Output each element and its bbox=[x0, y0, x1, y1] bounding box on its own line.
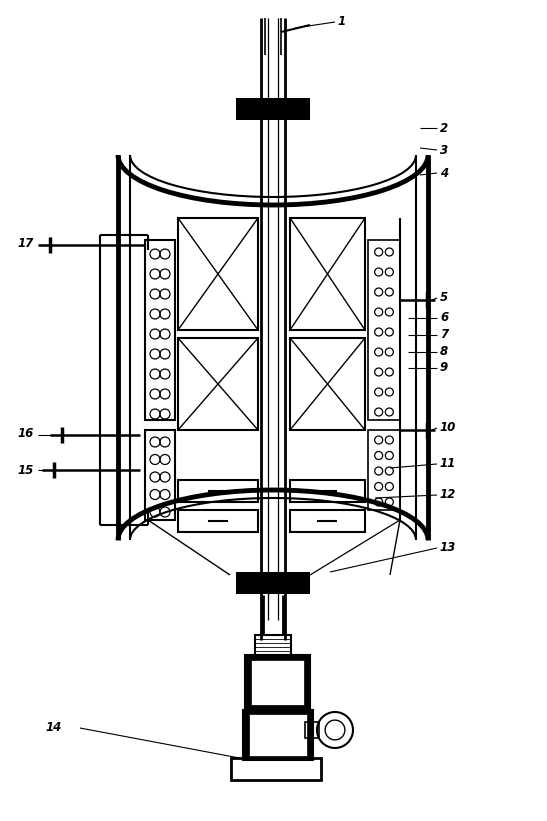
Bar bbox=[243, 710, 313, 760]
Bar bbox=[231, 758, 321, 780]
Bar bbox=[178, 338, 258, 430]
Bar bbox=[236, 98, 310, 120]
Bar bbox=[251, 660, 304, 705]
Text: 15: 15 bbox=[18, 464, 34, 476]
Bar bbox=[145, 430, 175, 520]
Bar bbox=[245, 655, 310, 710]
Text: 8: 8 bbox=[440, 345, 448, 357]
Text: 2: 2 bbox=[440, 122, 448, 135]
Bar bbox=[249, 714, 307, 756]
Bar bbox=[178, 510, 258, 532]
Bar bbox=[145, 240, 175, 420]
Bar bbox=[290, 218, 365, 330]
Bar bbox=[368, 240, 400, 420]
Text: 17: 17 bbox=[18, 236, 34, 250]
Bar bbox=[178, 480, 258, 502]
Bar bbox=[305, 722, 319, 738]
Text: 9: 9 bbox=[440, 360, 448, 374]
Text: 7: 7 bbox=[440, 328, 448, 341]
Text: 1: 1 bbox=[338, 15, 346, 27]
Text: 13: 13 bbox=[440, 540, 456, 553]
Text: 6: 6 bbox=[440, 310, 448, 323]
Text: 12: 12 bbox=[440, 488, 456, 501]
Bar bbox=[236, 572, 310, 594]
Text: 10: 10 bbox=[440, 420, 456, 433]
Bar bbox=[290, 480, 365, 502]
Text: 14: 14 bbox=[46, 721, 62, 733]
Bar bbox=[178, 218, 258, 330]
Text: 16: 16 bbox=[18, 426, 34, 439]
Bar bbox=[290, 338, 365, 430]
Text: 11: 11 bbox=[440, 456, 456, 470]
Bar bbox=[290, 510, 365, 532]
Text: 5: 5 bbox=[440, 291, 448, 304]
Text: 4: 4 bbox=[440, 167, 448, 180]
Bar bbox=[368, 430, 400, 510]
Bar bbox=[255, 635, 291, 655]
Text: 3: 3 bbox=[440, 144, 448, 157]
